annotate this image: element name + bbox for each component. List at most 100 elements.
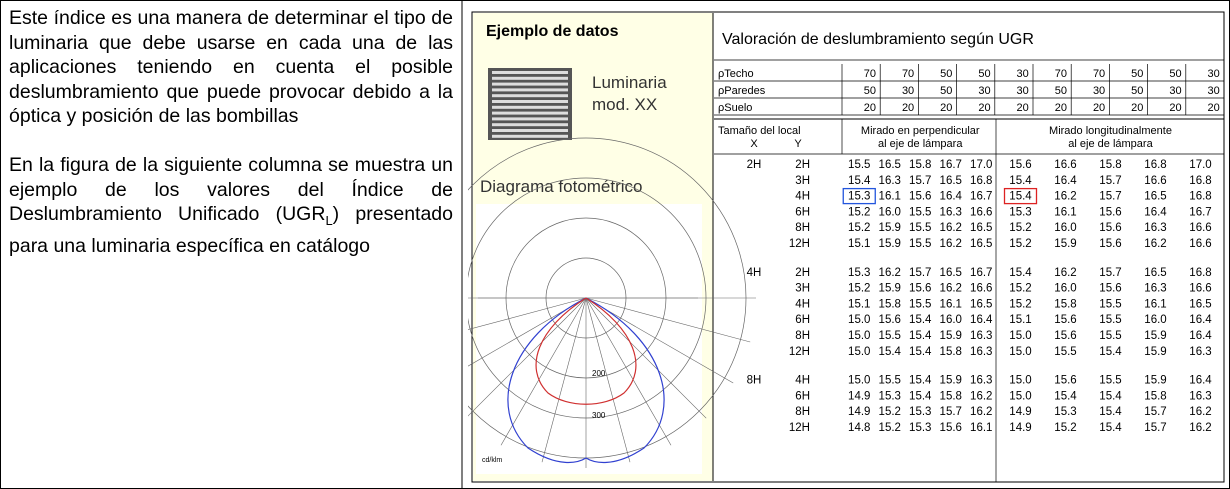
ugr-value: 15.5 xyxy=(1054,346,1076,358)
ugr-value: 15.3 xyxy=(1054,406,1076,418)
ugr-value: 15.2 xyxy=(1054,422,1076,434)
ugr-value: 15.6 xyxy=(1099,222,1121,234)
reflectance-value: 30 xyxy=(978,85,990,97)
polar-spoke xyxy=(541,297,587,463)
text-column: Este índice es una manera de determinar … xyxy=(9,6,453,282)
x-header: X xyxy=(750,138,758,150)
reflectance-value: 50 xyxy=(1131,68,1143,80)
ugr-value: 15.4 xyxy=(1099,422,1122,434)
slat xyxy=(492,117,568,121)
reflectance-value: 30 xyxy=(1017,85,1029,97)
slat xyxy=(492,100,568,103)
ugr-value: 15.5 xyxy=(848,159,870,171)
curve-c90 xyxy=(535,297,637,405)
polar-spoke xyxy=(585,297,707,419)
reflectance-value: 20 xyxy=(940,102,952,114)
ugr-value: 16.3 xyxy=(879,175,901,187)
ugr-value: 16.0 xyxy=(1054,283,1076,295)
ugr-value: 15.7 xyxy=(1144,422,1166,434)
ugr-value: 14.9 xyxy=(1009,406,1031,418)
ugr-value: 15.5 xyxy=(909,238,931,250)
ugr-value: 15.3 xyxy=(848,191,870,203)
ugr-value: 16.5 xyxy=(970,298,992,310)
diagram-label: 200 xyxy=(592,369,606,378)
figure: Ejemplo de datos Luminaria mod. XX Diagr… xyxy=(468,11,1225,483)
diagram-label: cd/klm xyxy=(482,457,502,464)
ugr-value: 16.5 xyxy=(1144,267,1166,279)
ugr-value: 15.6 xyxy=(1054,330,1076,342)
luminaire-icon xyxy=(488,68,572,140)
ugr-value: 16.2 xyxy=(1054,191,1076,203)
size-y: 8H xyxy=(795,330,810,342)
ugr-value: 15.2 xyxy=(1009,298,1031,310)
ugr-value: 15.4 xyxy=(1009,175,1032,187)
ugr-value: 16.5 xyxy=(970,238,992,250)
table-title: Valoración de deslumbramiento según UGR xyxy=(722,31,1034,48)
reflectance-value: 70 xyxy=(1055,68,1067,80)
ugr-value: 15.9 xyxy=(940,375,962,387)
ugr-value: 15.1 xyxy=(1009,314,1031,326)
reflectance-value: 30 xyxy=(1017,68,1029,80)
ugr-value: 15.2 xyxy=(879,422,901,434)
ugr-value: 16.2 xyxy=(940,238,962,250)
ugr-value: 16.2 xyxy=(879,267,901,279)
polar-spoke xyxy=(500,297,587,446)
reflectance-value: 50 xyxy=(1131,85,1143,97)
reflectance-value: 20 xyxy=(1208,102,1220,114)
ugr-value: 16.5 xyxy=(940,175,962,187)
ugr-value: 16.2 xyxy=(1144,238,1166,250)
reflectance-value: 20 xyxy=(864,102,876,114)
reflectance-value: 20 xyxy=(1131,102,1143,114)
ugr-value: 16.0 xyxy=(1054,222,1076,234)
reflectance-value: 50 xyxy=(978,68,990,80)
polar-spoke xyxy=(585,297,631,463)
ugr-value: 15.5 xyxy=(909,206,931,218)
slat xyxy=(492,111,568,115)
ugr-value: 15.2 xyxy=(848,206,870,218)
ugr-value: 16.8 xyxy=(970,175,992,187)
ugr-value: 16.8 xyxy=(1189,267,1211,279)
ugr-value: 16.1 xyxy=(879,191,901,203)
highlight xyxy=(842,187,876,205)
diagram-bg xyxy=(476,204,702,474)
ugr-value: 16.4 xyxy=(1144,206,1167,218)
ugr-value: 16.2 xyxy=(1054,267,1076,279)
ugr-value: 15.4 xyxy=(1099,406,1122,418)
slat xyxy=(492,82,568,86)
ugr-value: 16.7 xyxy=(970,267,992,279)
ugr-value: 15.6 xyxy=(909,191,931,203)
ugr-value: 15.7 xyxy=(1099,191,1121,203)
reflectance-label: ρSuelo xyxy=(718,102,752,114)
ugr-value: 15.0 xyxy=(848,314,870,326)
polar-spoke xyxy=(585,297,751,343)
ugr-value: 15.4 xyxy=(1009,267,1032,279)
ugr-value: 16.3 xyxy=(1144,222,1166,234)
reflectance-value: 30 xyxy=(1208,68,1220,80)
ugr-value: 15.9 xyxy=(1144,330,1166,342)
ugr-value: 16.2 xyxy=(1189,406,1211,418)
slat xyxy=(492,129,568,132)
ugr-value: 15.8 xyxy=(1054,298,1076,310)
subscript: L xyxy=(325,213,333,229)
ugr-value: 15.8 xyxy=(940,346,962,358)
paragraph: En la figura de la siguiente columna se … xyxy=(9,153,453,258)
reflectance-value: 20 xyxy=(1093,102,1105,114)
ugr-value: 15.3 xyxy=(879,390,901,402)
ugr-value: 16.6 xyxy=(1189,238,1211,250)
reflectance-value: 20 xyxy=(1169,102,1181,114)
ugr-value: 15.4 xyxy=(1009,191,1032,203)
size-y: 3H xyxy=(795,283,810,295)
reflectance-value: 70 xyxy=(864,68,876,80)
ugr-value: 15.2 xyxy=(1009,283,1031,295)
reflectance-value: 20 xyxy=(1055,102,1067,114)
size-y: 3H xyxy=(795,175,810,187)
ugr-value: 16.5 xyxy=(970,222,992,234)
ugr-value: 16.0 xyxy=(879,206,901,218)
size-y: 12H xyxy=(789,422,810,434)
ugr-value: 15.0 xyxy=(1009,346,1031,358)
size-y: 6H xyxy=(795,314,810,326)
ugr-value: 15.5 xyxy=(879,375,901,387)
ugr-value: 15.7 xyxy=(909,267,931,279)
ugr-value: 15.4 xyxy=(909,314,932,326)
